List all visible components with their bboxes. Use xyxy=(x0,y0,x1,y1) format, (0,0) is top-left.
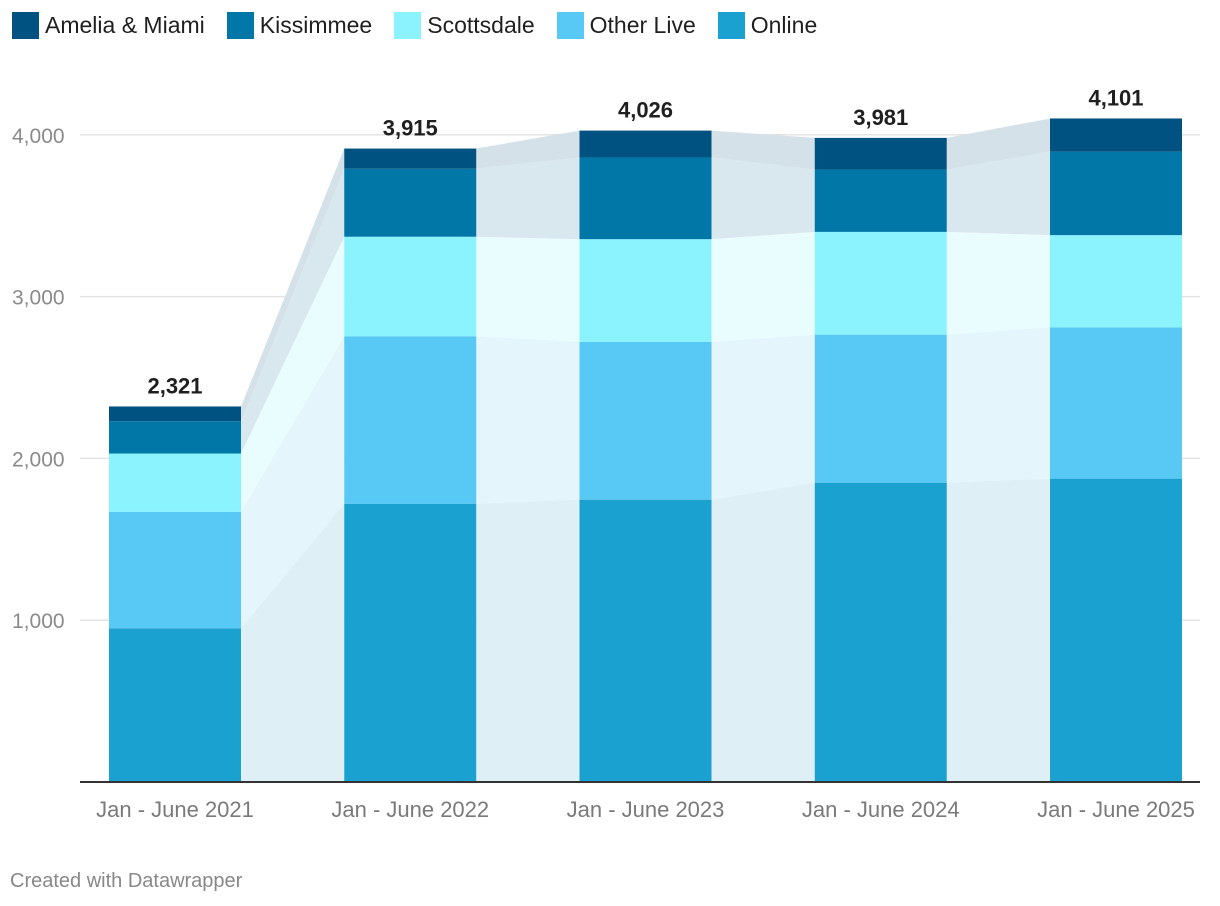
legend-swatch xyxy=(394,12,422,39)
total-label: 3,915 xyxy=(383,116,438,141)
connector-band xyxy=(711,231,815,342)
bar-segment-online xyxy=(814,482,947,782)
x-tick-label: Jan - June 2024 xyxy=(802,797,960,822)
bar-segment-amelia-miami xyxy=(814,137,947,170)
connector-band xyxy=(476,157,580,240)
bar-segment-scottsdale xyxy=(1050,235,1182,328)
connector-band xyxy=(946,327,1050,483)
bar-segment-online xyxy=(1050,478,1182,782)
bar-segment-amelia-miami xyxy=(109,406,241,422)
total-label: 3,981 xyxy=(853,105,908,130)
bar-segment-online xyxy=(579,499,712,782)
bar-segment-scottsdale xyxy=(579,239,712,342)
bar-segment-kissimmee xyxy=(1050,151,1182,236)
connector-band xyxy=(946,118,1050,170)
x-tick-label: Jan - June 2022 xyxy=(331,797,489,822)
total-label: 2,321 xyxy=(147,373,202,398)
bar-segment-other-live xyxy=(109,511,241,629)
legend-item-other-live: Other Live xyxy=(556,12,696,39)
legend-label: Scottsdale xyxy=(427,12,535,38)
legend-item-kissimmee: Kissimmee xyxy=(226,12,373,39)
connector-band xyxy=(711,334,815,500)
legend-item-online: Online xyxy=(717,12,818,39)
connector-band xyxy=(476,236,580,342)
legend-swatch xyxy=(717,12,745,39)
connector-band xyxy=(711,130,815,170)
bar-segment-other-live xyxy=(814,334,947,483)
bar-segment-online xyxy=(344,503,477,782)
connector-band xyxy=(476,336,580,504)
footer-credit: Created with Datawrapper xyxy=(10,870,243,892)
bar-segment-online xyxy=(109,628,241,782)
connector-band xyxy=(241,168,345,454)
connector-band xyxy=(241,336,345,629)
bar-segment-scottsdale xyxy=(109,453,241,512)
legend-item-scottsdale: Scottsdale xyxy=(394,12,535,39)
bar-segment-kissimmee xyxy=(109,421,241,454)
bar-segment-scottsdale xyxy=(814,231,947,335)
legend-item-amelia-miami: Amelia & Miami xyxy=(12,12,205,39)
total-label: 4,026 xyxy=(618,98,673,123)
connector-band xyxy=(241,236,345,512)
bar-segment-amelia-miami xyxy=(579,130,712,158)
bar-segment-amelia-miami xyxy=(1050,118,1182,152)
legend-label: Kissimmee xyxy=(259,12,373,38)
legend: Amelia & Miami Kissimmee Scottsdale Othe… xyxy=(12,12,817,39)
connector-band xyxy=(241,503,345,782)
connector-band xyxy=(711,482,815,782)
connector-band xyxy=(476,499,580,782)
bar-segment-amelia-miami xyxy=(344,148,477,169)
x-tick-label: Jan - June 2025 xyxy=(1037,797,1195,822)
bar-segment-other-live xyxy=(1050,327,1182,479)
legend-swatch xyxy=(12,12,39,39)
bar-segment-other-live xyxy=(344,336,477,504)
legend-label: Amelia & Miami xyxy=(45,12,205,38)
connector-band xyxy=(476,130,580,169)
connector-band xyxy=(946,478,1050,782)
y-tick-label: 3,000 xyxy=(12,287,65,310)
x-tick-label: Jan - June 2021 xyxy=(96,797,254,822)
connector-band xyxy=(946,151,1050,236)
bar-segment-other-live xyxy=(579,341,712,500)
y-tick-label: 2,000 xyxy=(12,448,65,471)
total-label: 4,101 xyxy=(1088,85,1143,110)
connector-band xyxy=(241,148,345,422)
legend-label: Online xyxy=(750,12,818,38)
connector-band xyxy=(946,231,1050,335)
legend-swatch xyxy=(226,12,254,39)
bar-segment-kissimmee xyxy=(344,168,477,237)
bar-segment-kissimmee xyxy=(814,169,947,232)
bar-segment-scottsdale xyxy=(344,236,477,337)
legend-label: Other Live xyxy=(589,12,696,38)
legend-swatch xyxy=(556,12,584,39)
x-tick-label: Jan - June 2023 xyxy=(567,797,725,822)
bar-segment-kissimmee xyxy=(579,157,712,240)
connector-band xyxy=(711,157,815,240)
y-tick-label: 1,000 xyxy=(12,610,65,633)
y-tick-label: 4,000 xyxy=(12,125,65,148)
